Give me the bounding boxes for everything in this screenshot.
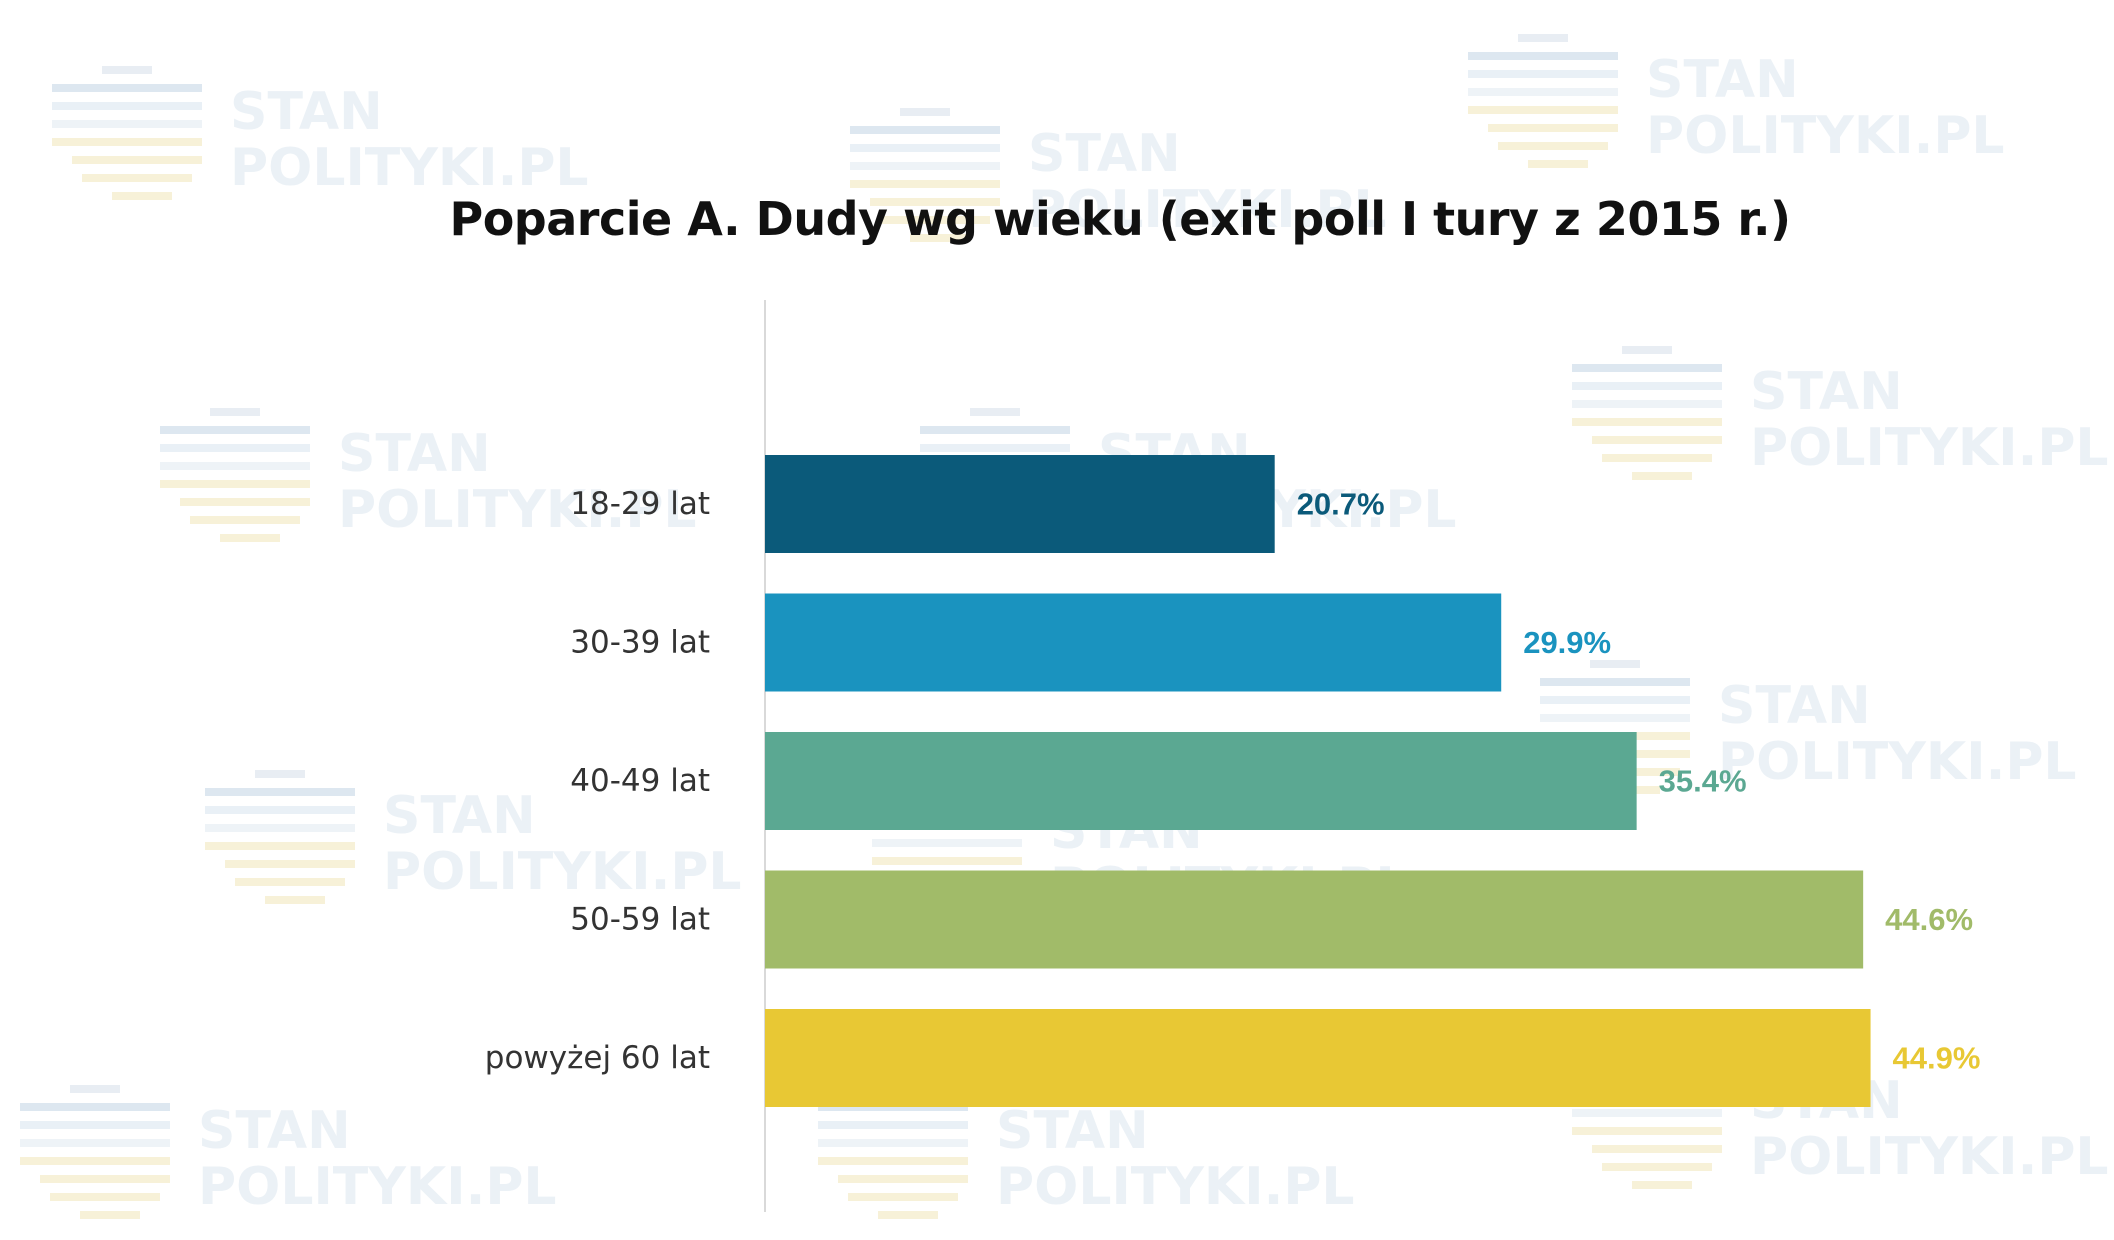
data-label: 29.9% — [1523, 625, 1611, 660]
watermark-lines-icon — [52, 66, 202, 200]
data-label: 20.7% — [1297, 487, 1385, 522]
watermark-lines-icon — [850, 108, 1000, 242]
bar — [765, 732, 1637, 830]
chart-title: Poparcie A. Dudy wg wieku (exit poll I t… — [449, 192, 1791, 246]
watermark-line1: STAN — [230, 82, 383, 142]
watermark-lines-icon — [1468, 34, 1618, 168]
bar — [765, 1009, 1871, 1107]
category-label: 50-59 lat — [570, 902, 710, 938]
watermark-line1: STAN — [338, 424, 491, 484]
bar — [765, 870, 1864, 969]
category-label: 18-29 lat — [570, 486, 710, 522]
watermark-line2: POLITYKI.PL — [1750, 1127, 2109, 1187]
watermark-lines-icon — [1572, 346, 1722, 480]
watermark-line1: STAN — [383, 786, 536, 846]
data-label: 44.6% — [1885, 902, 1973, 937]
watermark-line2: POLITYKI.PL — [1718, 732, 2077, 792]
watermark-lines-icon — [205, 770, 355, 904]
watermark-line2: POLITYKI.PL — [1028, 180, 1387, 240]
watermark-line2: POLITYKI.PL — [338, 480, 697, 540]
watermark-line1: STAN — [1646, 50, 1799, 110]
bar — [765, 455, 1275, 553]
watermark-line1: STAN — [1750, 362, 1903, 422]
bar — [765, 593, 1502, 692]
watermark-line1: STAN — [996, 1101, 1149, 1161]
watermark-line2: POLITYKI.PL — [996, 1157, 1355, 1217]
watermark-line2: POLITYKI.PL — [1646, 106, 2005, 166]
watermark-lines-icon — [20, 1085, 170, 1219]
watermark-line1: STAN — [198, 1101, 351, 1161]
category-label: 30-39 lat — [570, 625, 710, 661]
category-label: powyżej 60 lat — [485, 1040, 710, 1076]
watermark-line1: STAN — [1028, 124, 1181, 184]
watermark-lines-icon — [160, 408, 310, 542]
watermark-line2: POLITYKI.PL — [383, 842, 742, 902]
category-label: 40-49 lat — [570, 763, 710, 799]
data-label: 44.9% — [1893, 1041, 1981, 1076]
watermark-line2: POLITYKI.PL — [1750, 418, 2109, 478]
watermark-line2: POLITYKI.PL — [230, 138, 589, 198]
watermark-line1: STAN — [1718, 676, 1871, 736]
data-label: 35.4% — [1659, 764, 1747, 799]
watermark-line2: POLITYKI.PL — [198, 1157, 557, 1217]
